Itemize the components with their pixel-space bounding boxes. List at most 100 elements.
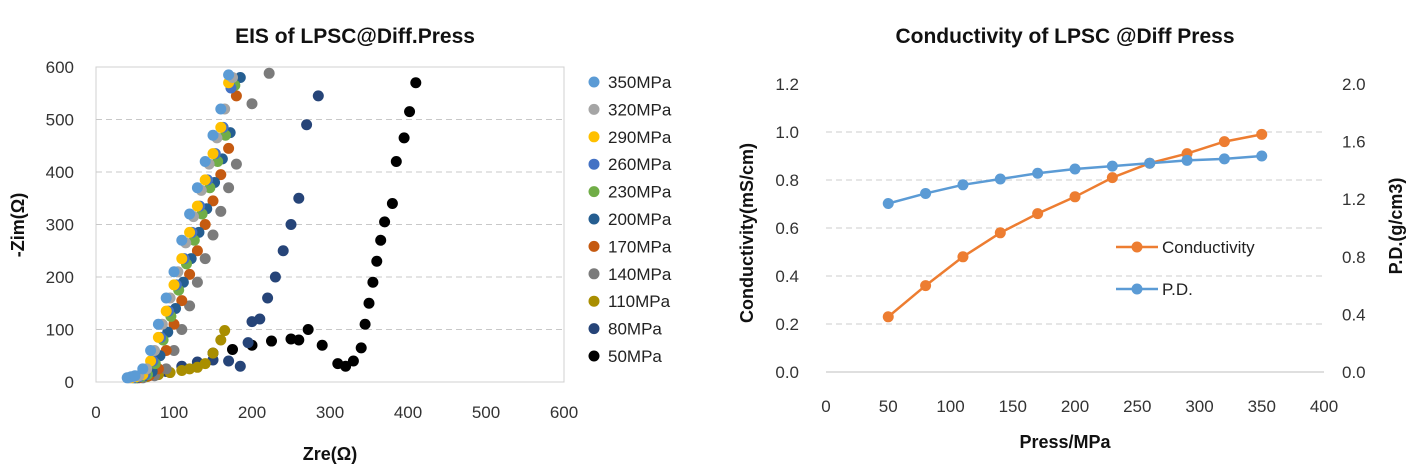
eis-point	[371, 255, 383, 267]
eis-x-tick-label: 600	[550, 403, 578, 422]
eis-point	[199, 174, 211, 186]
eis-point	[215, 205, 227, 217]
legend-marker	[1131, 283, 1143, 295]
eis-x-tick-label: 0	[91, 403, 100, 422]
eis-point	[234, 72, 246, 83]
eis-legend-marker	[588, 103, 600, 115]
series-point	[1032, 208, 1044, 220]
eis-y-tick-label: 400	[46, 163, 74, 182]
conductivity-y-tick-label: 1.0	[775, 123, 799, 142]
eis-point	[215, 103, 227, 115]
conductivity-chart: Conductivity of LPSC @Diff Press 0.00.20…	[737, 25, 1406, 452]
eis-x-tick-label: 200	[238, 403, 266, 422]
eis-legend-label: 80MPa	[608, 320, 662, 339]
eis-point	[410, 77, 422, 89]
eis-point	[386, 198, 398, 209]
eis-chart-title: EIS of LPSC@Diff.Press	[235, 25, 475, 48]
series-point	[957, 251, 969, 263]
conductivity-gridlines	[826, 131, 1324, 325]
legend-label: Conductivity	[1162, 238, 1255, 257]
eis-x-axis-label: Zre(Ω)	[303, 444, 357, 464]
eis-x-tick-label: 400	[394, 403, 422, 422]
conductivity-legend: Conductivity P.D.	[1116, 238, 1255, 299]
eis-point	[285, 219, 297, 230]
eis-point	[379, 216, 391, 228]
series-line	[887, 133, 1262, 318]
eis-legend-marker	[588, 268, 600, 280]
eis-legend: 350MPa 320MPa 290MPa 260MPa 230MPa 200MPa 170M…	[588, 73, 672, 366]
eis-point	[316, 339, 328, 351]
series-point	[1069, 163, 1081, 175]
eis-point	[152, 318, 164, 330]
eis-y-tick-label: 100	[46, 321, 74, 340]
eis-point	[191, 276, 203, 288]
eis-point	[293, 192, 305, 204]
eis-point	[359, 318, 371, 330]
eis-point	[207, 229, 219, 241]
eis-series-350MPa	[121, 69, 235, 384]
legend-marker	[1131, 241, 1143, 253]
series-point	[1256, 128, 1268, 140]
eis-y-tick-label: 200	[46, 268, 74, 287]
eis-point	[191, 182, 203, 194]
conductivity-y-tick-label: 0.4	[775, 267, 799, 286]
eis-point	[293, 334, 305, 346]
eis-x-tick-label: 100	[160, 403, 188, 422]
eis-point	[160, 363, 172, 375]
eis-point	[230, 158, 242, 170]
eis-point	[184, 300, 196, 312]
series-point	[1069, 191, 1081, 203]
eis-legend-marker	[588, 186, 600, 198]
eis-point	[199, 156, 211, 167]
series-point	[1218, 153, 1230, 165]
eis-point	[215, 334, 227, 346]
eis-y-tick-label: 300	[46, 216, 74, 235]
eis-point	[176, 324, 188, 335]
eis-point	[223, 142, 235, 154]
eis-legend-label: 50MPa	[608, 347, 662, 366]
pd-y2-tick-label: 0.8	[1342, 248, 1366, 267]
eis-y-tick-label: 600	[46, 58, 74, 77]
series-point	[882, 198, 894, 210]
eis-point	[176, 234, 188, 246]
eis-point	[160, 292, 172, 304]
series-point	[1144, 157, 1156, 169]
eis-point	[246, 98, 258, 110]
eis-point	[277, 245, 289, 257]
eis-point	[207, 129, 219, 141]
series-point	[1032, 167, 1044, 179]
eis-series-290MPa	[125, 77, 235, 384]
eis-legend-marker	[588, 295, 600, 307]
eis-legend-label: 260MPa	[608, 155, 672, 174]
pd-y2-tick-label: 2.0	[1342, 75, 1366, 94]
pd-y2-tick-label: 0.0	[1342, 363, 1366, 382]
eis-gridlines	[96, 119, 564, 330]
pd-y2-tick-label: 1.2	[1342, 190, 1366, 209]
eis-point	[302, 324, 314, 335]
eis-y-tick-label: 0	[65, 373, 74, 392]
conductivity-x-tick-label: 100	[936, 397, 964, 416]
eis-point	[152, 331, 164, 343]
series-point	[1181, 154, 1193, 166]
series-point	[1106, 160, 1118, 172]
pd-y2-ticks: 0.0 0.4 0.8 1.2 1.6 2.0	[1342, 75, 1366, 382]
eis-point	[266, 335, 277, 347]
eis-point	[184, 208, 196, 220]
eis-legend-label: 230MPa	[608, 183, 672, 202]
series-point	[957, 179, 969, 191]
series-point	[920, 280, 932, 292]
eis-point	[227, 343, 238, 355]
eis-legend-marker	[588, 131, 600, 143]
eis-x-tick-label: 500	[472, 403, 500, 422]
conductivity-x-tick-label: 250	[1123, 397, 1151, 416]
eis-legend-label: 200MPa	[608, 210, 672, 229]
eis-legend-label: 320MPa	[608, 100, 672, 119]
eis-point	[347, 355, 359, 367]
eis-point	[184, 226, 196, 238]
eis-point	[199, 253, 211, 265]
series-point	[1218, 136, 1230, 148]
series-point	[994, 173, 1006, 185]
series-point	[1106, 172, 1118, 184]
eis-legend-marker	[588, 350, 600, 362]
